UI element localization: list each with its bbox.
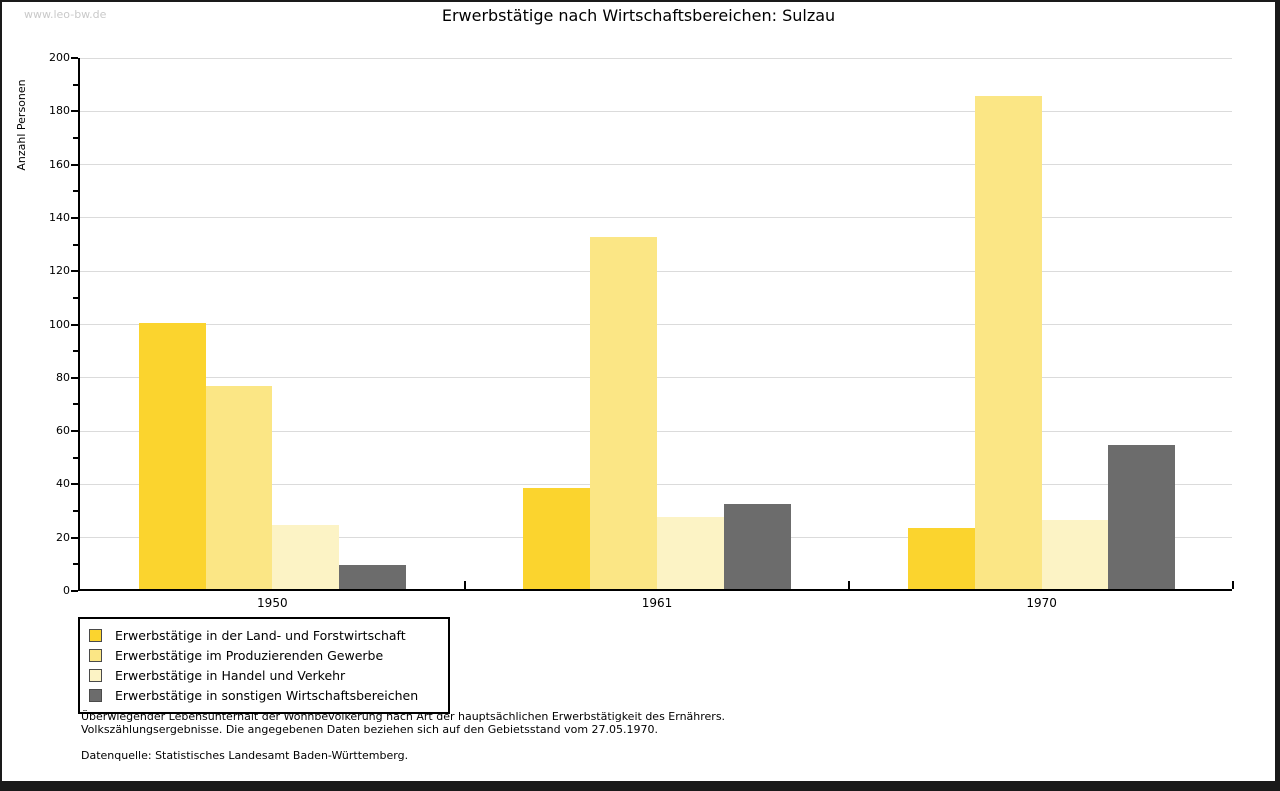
- data-source: Datenquelle: Statistisches Landesamt Bad…: [81, 749, 409, 762]
- y-axis-minor-tick: [73, 350, 78, 353]
- y-axis-tick-label: 200: [49, 51, 70, 64]
- legend-swatch: [89, 688, 102, 702]
- bar-1961-series-1: [523, 487, 591, 589]
- legend-swatch: [89, 628, 102, 642]
- y-axis-tick-label: 100: [49, 317, 70, 331]
- bar-1961-series-2: [590, 237, 657, 589]
- y-axis-tick-label: 80: [56, 370, 70, 384]
- y-axis-minor-tick: [73, 136, 78, 139]
- y-axis-tick: [71, 57, 78, 59]
- y-axis-tick: [71, 110, 78, 113]
- bar-1950-series-1: [138, 322, 206, 589]
- y-axis-title: Anzahl Personen: [15, 79, 28, 171]
- footnotes: Überwiegender Lebensunterhalt der Wohnbe…: [81, 710, 725, 762]
- y-axis-minor-tick: [73, 403, 78, 406]
- y-axis-tick-label: 60: [56, 424, 70, 438]
- y-axis-tick-label: 180: [49, 104, 70, 118]
- bar-1961-series-4: [723, 503, 791, 589]
- y-axis-minor-tick: [73, 510, 78, 513]
- y-axis-tick-label: 140: [49, 210, 70, 224]
- y-axis-tick: [71, 430, 78, 433]
- y-axis-tick: [71, 590, 78, 592]
- y-axis-tick-label: 160: [49, 157, 70, 171]
- legend-label: Erwerbstätige in sonstigen Wirtschaftsbe…: [115, 687, 419, 703]
- bar-1970-series-3: [1041, 519, 1109, 589]
- y-axis-minor-tick: [73, 83, 78, 86]
- gridline: [80, 110, 1232, 112]
- gridline: [80, 57, 1232, 59]
- y-axis-minor-tick: [73, 190, 78, 193]
- x-axis-category-label: 1961: [641, 596, 673, 610]
- footnote-line-2: Volkszählungsergebnisse. Die angegebenen…: [81, 723, 659, 736]
- x-axis-tick: [463, 581, 466, 589]
- legend-item-2: Erwerbstätige im Produzierenden Gewerbe: [89, 645, 439, 665]
- y-axis-tick-label: 0: [63, 584, 70, 597]
- bar-1950-series-3: [272, 525, 340, 589]
- x-axis-end-tick: [1232, 581, 1234, 589]
- y-axis-tick: [71, 270, 78, 273]
- y-axis-tick-label: 20: [56, 530, 70, 544]
- footnote-line-1: Überwiegender Lebensunterhalt der Wohnbe…: [81, 710, 726, 723]
- bar-1961-series-3: [657, 517, 724, 589]
- legend-label: Erwerbstätige im Produzierenden Gewerbe: [115, 647, 384, 663]
- legend-item-1: Erwerbstätige in der Land- und Forstwirt…: [89, 625, 439, 645]
- x-axis-category-label: 1970: [1026, 596, 1057, 610]
- x-axis-tick: [848, 581, 851, 589]
- y-axis-tick-label: 120: [49, 264, 70, 278]
- legend-swatch: [89, 668, 102, 682]
- legend: Erwerbstätige in der Land- und Forstwirt…: [78, 617, 450, 714]
- y-axis-tick: [71, 483, 78, 486]
- y-axis-minor-tick: [73, 296, 78, 299]
- watermark: www.leo-bw.de: [24, 8, 107, 21]
- gridline: [80, 217, 1232, 219]
- y-axis-minor-tick: [73, 456, 78, 459]
- legend-item-3: Erwerbstätige in Handel und Verkehr: [89, 665, 439, 685]
- legend-label: Erwerbstätige in Handel und Verkehr: [115, 667, 346, 683]
- bar-1950-series-2: [205, 386, 273, 589]
- chart-title: Erwerbstätige nach Wirtschaftsbereichen:…: [441, 6, 836, 25]
- bar-1970-series-1: [908, 527, 975, 589]
- y-axis-minor-tick: [73, 563, 78, 566]
- bar-1970-series-4: [1108, 445, 1176, 589]
- y-axis-minor-tick: [73, 243, 78, 246]
- legend-item-4: Erwerbstätige in sonstigen Wirtschaftsbe…: [89, 685, 439, 705]
- legend-swatch: [89, 648, 102, 662]
- y-axis-tick-label: 40: [56, 477, 70, 491]
- y-axis-tick: [71, 216, 78, 219]
- gridline: [80, 164, 1232, 166]
- x-axis-category-label: 1950: [257, 596, 288, 610]
- bar-1970-series-2: [974, 95, 1042, 589]
- bar-1950-series-4: [339, 565, 406, 589]
- legend-label: Erwerbstätige in der Land- und Forstwirt…: [115, 627, 406, 643]
- y-axis-tick: [71, 536, 78, 539]
- plot-area: 0 20 40 60 80 100 120 140 160 180 200 1950 1961 1970: [49, 51, 1234, 610]
- y-axis-tick: [71, 376, 78, 379]
- y-axis-tick: [71, 323, 78, 326]
- y-axis-tick: [71, 163, 78, 166]
